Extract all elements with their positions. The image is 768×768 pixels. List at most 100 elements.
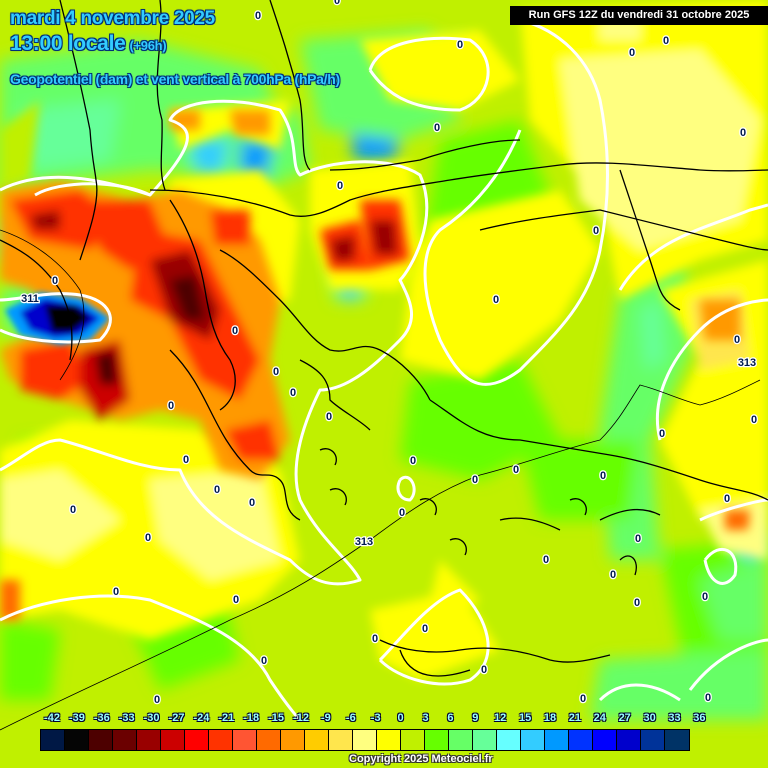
colorbar-swatch xyxy=(209,730,233,750)
colorbar-tick-label: 6 xyxy=(447,712,454,724)
zero-contour-label: 0 xyxy=(593,225,599,237)
colorbar-tick-label: 15 xyxy=(518,712,532,724)
zero-contours xyxy=(0,18,768,722)
colorbar-tick-label: -33 xyxy=(118,712,135,724)
zero-contour-label: 0 xyxy=(334,0,340,7)
colorbar-tick-label: 24 xyxy=(593,712,606,724)
colorbar-tick-label: -42 xyxy=(44,712,60,724)
zero-contour-label: 0 xyxy=(734,334,740,346)
zero-contour-label: 0 xyxy=(422,623,428,635)
zero-contour-labels: 0 0 0 0 0 0 0 0 0 0 0 0 0 0 0 0 0 0 0 0 0 0 0 0 0 0 0 0 0 0 0 0 0 0 0 0 0 0 0 0… xyxy=(51,0,759,707)
colorbar-tick-label: 0 xyxy=(397,712,404,724)
zero-contour-label: 0 xyxy=(410,455,416,467)
zero-contour-label: 0 xyxy=(249,497,255,509)
colorbar-swatch xyxy=(497,730,521,750)
colorbar-tick-label: -3 xyxy=(370,712,381,724)
colorbar-tick-label: -6 xyxy=(345,712,356,724)
zero-contour-label: 0 xyxy=(751,414,757,426)
colorbar-swatch xyxy=(665,730,689,750)
colorbar-tick-label: -36 xyxy=(93,712,110,724)
colorbar-swatch xyxy=(377,730,401,750)
geopotential-label: 313 xyxy=(738,357,756,369)
zero-contour-label: 0 xyxy=(261,655,267,667)
zero-contour-label: 0 xyxy=(168,400,174,412)
zero-contour-label: 0 xyxy=(493,294,499,306)
copyright: Copyright 2025 Meteociel.fr xyxy=(349,753,493,765)
zero-contour-label: 0 xyxy=(273,366,279,378)
zero-contour-label: 0 xyxy=(52,275,58,287)
zero-contour-label: 0 xyxy=(154,694,160,706)
colorbar-swatch xyxy=(185,730,209,750)
zero-contour-label: 0 xyxy=(214,484,220,496)
colorbar-swatch xyxy=(401,730,425,750)
forecast-lead-time: (+96h) xyxy=(129,38,167,53)
colorbar-tick-label: 36 xyxy=(693,712,706,724)
zero-contour-label: 0 xyxy=(255,10,261,22)
colorbar-tick-label: -30 xyxy=(143,712,160,724)
zero-contour-label: 0 xyxy=(337,180,343,192)
colorbar-swatch xyxy=(113,730,137,750)
zero-contour-label: 0 xyxy=(232,325,238,337)
zero-contour-label: 0 xyxy=(145,532,151,544)
geopotential-label: 311 xyxy=(21,293,39,305)
zero-contour-label: 0 xyxy=(635,533,641,545)
colorbar-tick-label: -27 xyxy=(168,712,185,724)
colorbar-tick-label: -12 xyxy=(293,712,309,724)
colorbar-swatch xyxy=(329,730,353,750)
zero-contour-label: 0 xyxy=(580,693,586,705)
geopotential-label: 313 xyxy=(355,536,373,548)
colorbar-swatch xyxy=(593,730,617,750)
colorbar-swatch xyxy=(449,730,473,750)
colorbar-tick-label: 30 xyxy=(643,712,656,724)
zero-contour-label: 0 xyxy=(610,569,616,581)
forecast-time: 13:00 locale (+96h) xyxy=(10,32,167,56)
zero-contour-label: 0 xyxy=(663,35,669,47)
zero-contour-label: 0 xyxy=(434,122,440,134)
zero-contour-label: 0 xyxy=(724,493,730,505)
colorbar-swatch xyxy=(41,730,65,750)
colorbar-tick-label: -39 xyxy=(68,712,85,724)
isohypses xyxy=(0,229,761,731)
colorbar-swatch xyxy=(233,730,257,750)
colorbar-swatch xyxy=(425,730,449,750)
colorbar-swatch xyxy=(545,730,569,750)
zero-contour-label: 0 xyxy=(113,586,119,598)
zero-contour-label: 0 xyxy=(472,474,478,486)
colorbar-tick-label: 3 xyxy=(422,712,429,724)
zero-contour-label: 0 xyxy=(705,692,711,704)
zero-contour-label: 0 xyxy=(481,664,487,676)
colorbar-swatch xyxy=(353,730,377,750)
zero-contour-label: 0 xyxy=(457,39,463,51)
colorbar-swatch xyxy=(65,730,89,750)
colorbar-swatch xyxy=(281,730,305,750)
colorbar-tick-label: -18 xyxy=(243,712,260,724)
zero-contour-label: 0 xyxy=(659,428,665,440)
colorbar-tick-label: 18 xyxy=(543,712,557,724)
colorbar-swatch xyxy=(161,730,185,750)
colorbar xyxy=(40,729,690,751)
colorbar-tick-label: 9 xyxy=(472,712,479,724)
zero-contour-label: 0 xyxy=(543,554,549,566)
model-run-label: Run GFS 12Z du vendredi 31 octobre 2025 xyxy=(510,6,768,25)
colorbar-swatch xyxy=(257,730,281,750)
zero-contour-label: 0 xyxy=(629,47,635,59)
colorbar-tick-label: 21 xyxy=(568,712,582,724)
zero-contour-label: 0 xyxy=(372,633,378,645)
colorbar-tick-label: -24 xyxy=(193,712,210,724)
colorbar-tick-label: -9 xyxy=(321,712,331,724)
zero-contour-label: 0 xyxy=(326,411,332,423)
zero-contour-label: 0 xyxy=(702,591,708,603)
zero-contour-label: 0 xyxy=(183,454,189,466)
colorbar-swatch xyxy=(89,730,113,750)
colorbar-swatch xyxy=(569,730,593,750)
zero-contour-label: 0 xyxy=(233,594,239,606)
colorbar-swatch xyxy=(305,730,329,750)
colorbar-swatch xyxy=(617,730,641,750)
zero-contour-label: 0 xyxy=(634,597,640,609)
forecast-date: mardi 4 novembre 2025 xyxy=(10,8,215,29)
zero-contour-label: 0 xyxy=(399,507,405,519)
colorbar-tick-label: -21 xyxy=(218,712,235,724)
colorbar-swatch xyxy=(473,730,497,750)
zero-contour-label: 0 xyxy=(740,127,746,139)
